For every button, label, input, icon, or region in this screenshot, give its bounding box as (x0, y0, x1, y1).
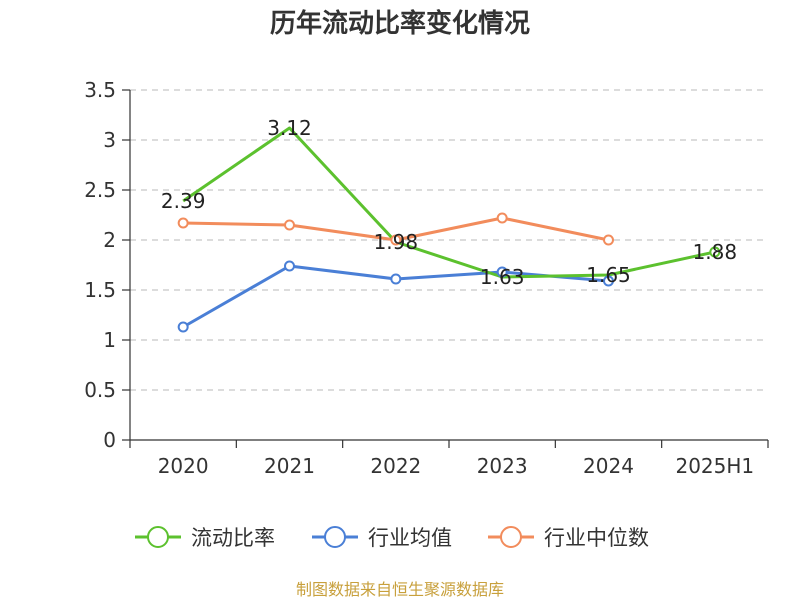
data-point (709, 246, 721, 258)
data-label: 1.88 (693, 240, 738, 264)
x-tick-label: 2020 (158, 454, 209, 478)
x-tick-label: 2021 (264, 454, 315, 478)
data-point (284, 219, 295, 231)
source-note: 制图数据来自恒生聚源数据库 (296, 580, 504, 599)
y-tick-label: 3 (103, 128, 116, 152)
x-tick-label: 2024 (583, 454, 634, 478)
y-tick-label: 3.5 (84, 78, 116, 102)
legend-item-1[interactable]: 行业均值 (312, 526, 452, 550)
series-line-0 (182, 126, 716, 279)
x-axis: 2020 2021 2022 2023 2024 2025H1 (129, 439, 769, 478)
grid (130, 89, 768, 391)
data-label: 1.98 (374, 230, 419, 254)
data-label: 1.65 (586, 263, 631, 287)
y-tick-label: 0.5 (84, 378, 116, 402)
x-tick-label: 2022 (370, 454, 421, 478)
legend-item-2[interactable]: 行业中位数 (488, 526, 649, 550)
legend-label: 流动比率 (191, 526, 275, 550)
data-point (177, 217, 189, 229)
x-tick-label: 2025H1 (675, 454, 754, 478)
data-point (603, 275, 614, 287)
data-point (603, 234, 614, 246)
data-label: 3.12 (267, 116, 312, 140)
data-point (284, 260, 295, 272)
y-tick-label: 0 (103, 428, 116, 452)
legend-marker (500, 526, 522, 548)
data-label: 1.63 (480, 265, 525, 289)
y-tick-label: 1 (103, 328, 116, 352)
legend-marker (147, 526, 169, 548)
legend-label: 行业均值 (368, 526, 452, 550)
data-label: 2.39 (161, 189, 206, 213)
chart-title: 历年流动比率变化情况 (270, 8, 530, 39)
x-tick-label: 2023 (477, 454, 528, 478)
data-point (390, 234, 402, 246)
y-tick-label: 2 (103, 228, 116, 252)
y-tick-label: 2.5 (84, 178, 116, 202)
y-tick-label: 1.5 (84, 278, 116, 302)
data-point (496, 266, 508, 278)
data-point (496, 212, 508, 224)
data-labels: 2.39 3.12 1.98 1.63 1.65 1.88 (161, 116, 737, 289)
legend[interactable]: 流动比率 行业均值 行业中位数 (135, 526, 649, 550)
series-lines (182, 126, 716, 329)
legend-marker (324, 526, 346, 548)
legend-label: 行业中位数 (544, 526, 649, 550)
legend-item-0[interactable]: 流动比率 (135, 526, 275, 550)
data-point (390, 273, 402, 285)
data-point (177, 321, 189, 333)
y-axis: 0 0.5 1 1.5 2 2.5 3 3.5 (84, 78, 131, 452)
series-points (177, 212, 721, 333)
